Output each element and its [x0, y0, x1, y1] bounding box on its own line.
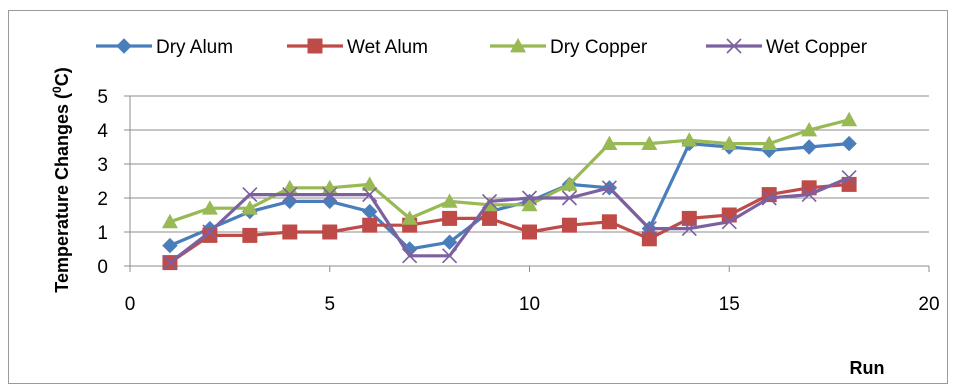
- legend-marker: [117, 39, 131, 53]
- data-point: [842, 137, 856, 151]
- data-point: [841, 112, 857, 126]
- data-point: [362, 218, 377, 233]
- legend-label: Wet Alum: [347, 37, 428, 58]
- legend-item: Wet Copper: [706, 37, 868, 58]
- data-point: [322, 225, 337, 240]
- data-point: [602, 214, 617, 229]
- legend-label: Dry Copper: [550, 37, 648, 58]
- data-point: [282, 225, 297, 240]
- x-axis-title: Run: [850, 358, 885, 378]
- legend-item: Wet Alum: [287, 37, 428, 58]
- data-point: [283, 194, 297, 208]
- data-point: [802, 140, 816, 154]
- y-axis-title: Temperature Changes (0C): [50, 67, 72, 292]
- data-point: [163, 239, 177, 253]
- series-wet-alum: [162, 177, 856, 270]
- legend-label: Dry Alum: [156, 37, 233, 58]
- x-tick-label: 20: [918, 294, 939, 315]
- series-dry-copper: [162, 112, 857, 228]
- y-tick-label: 1: [97, 223, 108, 244]
- x-axis-ticks: 0 5 10 15 20: [125, 266, 940, 315]
- y-tick-label: 5: [97, 87, 108, 108]
- y-tick-label: 2: [97, 189, 108, 210]
- legend-marker: [308, 39, 323, 54]
- data-point: [522, 225, 537, 240]
- legend-item: Dry Alum: [96, 37, 233, 58]
- y-tick-label: 4: [97, 121, 108, 142]
- data-point: [323, 194, 337, 208]
- legend: Dry Alum Wet Alum Dry Copper Wet Copper: [96, 37, 868, 58]
- data-point: [562, 218, 577, 233]
- y-axis-ticks: 0 1 2 3 4 5: [97, 87, 130, 278]
- data-point: [482, 211, 497, 226]
- x-tick-label: 0: [125, 294, 136, 315]
- legend-label: Wet Copper: [766, 37, 868, 58]
- series-wet-copper: [163, 171, 856, 270]
- x-tick-label: 15: [719, 294, 740, 315]
- series-line: [170, 178, 849, 263]
- legend-item: Dry Copper: [490, 37, 648, 58]
- data-point: [242, 228, 257, 243]
- x-tick-label: 10: [519, 294, 540, 315]
- series-dry-alum: [163, 137, 856, 256]
- y-tick-label: 3: [97, 155, 108, 176]
- data-point: [442, 211, 457, 226]
- y-tick-label: 0: [97, 257, 108, 278]
- series-group: [162, 112, 857, 270]
- x-tick-label: 5: [324, 294, 335, 315]
